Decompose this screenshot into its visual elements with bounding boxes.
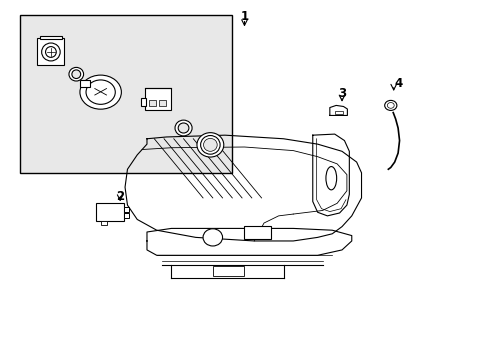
Bar [20,15,232,173]
Bar [37,39,64,65]
Ellipse shape [203,138,217,151]
Bar [124,207,129,212]
Bar [334,111,342,114]
Bar [212,266,244,276]
Bar [101,221,106,225]
Bar [144,88,171,110]
Bar [149,100,156,107]
Text: 2: 2 [116,190,124,203]
Bar [159,100,165,107]
Ellipse shape [175,120,192,136]
Ellipse shape [325,167,336,190]
Bar [80,80,90,87]
Text: 4: 4 [393,77,402,90]
Ellipse shape [178,123,188,133]
Ellipse shape [45,46,56,57]
Text: 1: 1 [240,10,248,23]
Ellipse shape [72,70,81,78]
Ellipse shape [80,75,121,109]
Ellipse shape [41,43,60,61]
Ellipse shape [386,103,393,108]
Bar [124,213,129,218]
Bar [96,203,124,221]
Ellipse shape [203,229,222,246]
Bar [40,36,61,40]
Text: 3: 3 [337,87,346,100]
Ellipse shape [86,80,115,104]
Ellipse shape [200,135,220,154]
Ellipse shape [384,100,396,111]
Ellipse shape [197,133,224,157]
Ellipse shape [69,67,83,81]
Bar [244,226,271,239]
Bar [141,98,145,107]
